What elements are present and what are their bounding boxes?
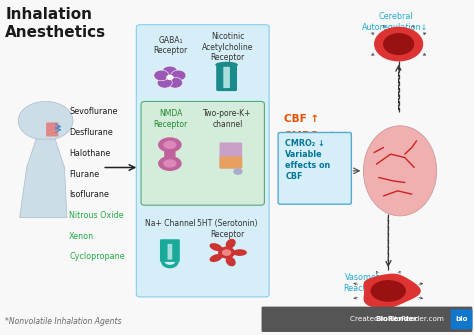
FancyBboxPatch shape	[219, 142, 232, 169]
Ellipse shape	[163, 159, 176, 168]
FancyBboxPatch shape	[164, 150, 175, 158]
FancyBboxPatch shape	[46, 123, 58, 136]
Polygon shape	[19, 139, 67, 217]
FancyBboxPatch shape	[451, 309, 473, 329]
FancyBboxPatch shape	[219, 156, 232, 169]
Text: Nicotinic
Acetylcholine
Receptor: Nicotinic Acetylcholine Receptor	[202, 32, 253, 62]
Ellipse shape	[371, 280, 406, 302]
Text: Nitrous Oxide: Nitrous Oxide	[69, 211, 124, 220]
Circle shape	[167, 77, 182, 88]
FancyBboxPatch shape	[230, 156, 242, 169]
FancyBboxPatch shape	[262, 307, 473, 332]
Circle shape	[166, 75, 173, 80]
FancyBboxPatch shape	[137, 25, 269, 297]
Ellipse shape	[233, 249, 247, 256]
Text: Isoflurane: Isoflurane	[69, 190, 109, 199]
Text: Two-pore-K+
channel: Two-pore-K+ channel	[203, 109, 252, 129]
Text: Halothane: Halothane	[69, 149, 110, 158]
Text: Cerebral
Autoregulation↓: Cerebral Autoregulation↓	[362, 12, 428, 32]
Text: Inhalation
Anesthetics: Inhalation Anesthetics	[5, 7, 107, 40]
Circle shape	[154, 70, 169, 81]
Text: NMDA
Receptor: NMDA Receptor	[154, 109, 188, 129]
Text: GABA₁
Receptor: GABA₁ Receptor	[154, 36, 188, 55]
Circle shape	[374, 27, 423, 61]
Text: Na+ Channel: Na+ Channel	[146, 219, 196, 228]
FancyBboxPatch shape	[278, 132, 351, 204]
Circle shape	[383, 33, 414, 55]
Ellipse shape	[158, 156, 182, 171]
Circle shape	[18, 102, 73, 140]
Text: Xenon: Xenon	[69, 231, 94, 241]
Text: Flurane: Flurane	[69, 170, 100, 179]
Circle shape	[171, 70, 186, 81]
Text: BioRender: BioRender	[375, 316, 417, 322]
FancyBboxPatch shape	[167, 244, 172, 260]
Ellipse shape	[210, 254, 222, 262]
Circle shape	[233, 168, 243, 175]
Text: *Nonvolatile Inhalation Agents: *Nonvolatile Inhalation Agents	[5, 317, 122, 326]
Text: Vasomotor
Reactivity↓: Vasomotor Reactivity↓	[344, 273, 390, 292]
Ellipse shape	[226, 257, 236, 266]
Ellipse shape	[364, 126, 437, 216]
FancyBboxPatch shape	[216, 63, 237, 91]
Polygon shape	[364, 274, 421, 308]
Circle shape	[162, 66, 177, 77]
FancyBboxPatch shape	[223, 67, 230, 88]
Text: Sevoflurane: Sevoflurane	[69, 108, 118, 117]
Circle shape	[222, 249, 231, 256]
Ellipse shape	[226, 239, 236, 249]
Text: 5HT (Serotonin)
Receptor: 5HT (Serotonin) Receptor	[197, 219, 258, 239]
Text: CBF ↑: CBF ↑	[284, 114, 319, 124]
Circle shape	[157, 77, 172, 88]
Text: bio: bio	[456, 316, 468, 322]
FancyBboxPatch shape	[160, 239, 180, 262]
Text: Desflurane: Desflurane	[69, 128, 113, 137]
Ellipse shape	[215, 62, 238, 68]
Text: CMRO₂ ↓
Variable
effects on
CBF: CMRO₂ ↓ Variable effects on CBF	[285, 139, 330, 182]
Ellipse shape	[210, 243, 222, 251]
Text: Cyclopropane: Cyclopropane	[69, 252, 125, 261]
Circle shape	[218, 247, 235, 259]
Ellipse shape	[163, 141, 176, 149]
Ellipse shape	[158, 137, 182, 152]
Text: CMRO₂ ↓: CMRO₂ ↓	[284, 131, 336, 141]
FancyBboxPatch shape	[230, 142, 242, 169]
FancyBboxPatch shape	[141, 102, 264, 205]
Text: Created in BioRender.com: Created in BioRender.com	[350, 316, 444, 322]
